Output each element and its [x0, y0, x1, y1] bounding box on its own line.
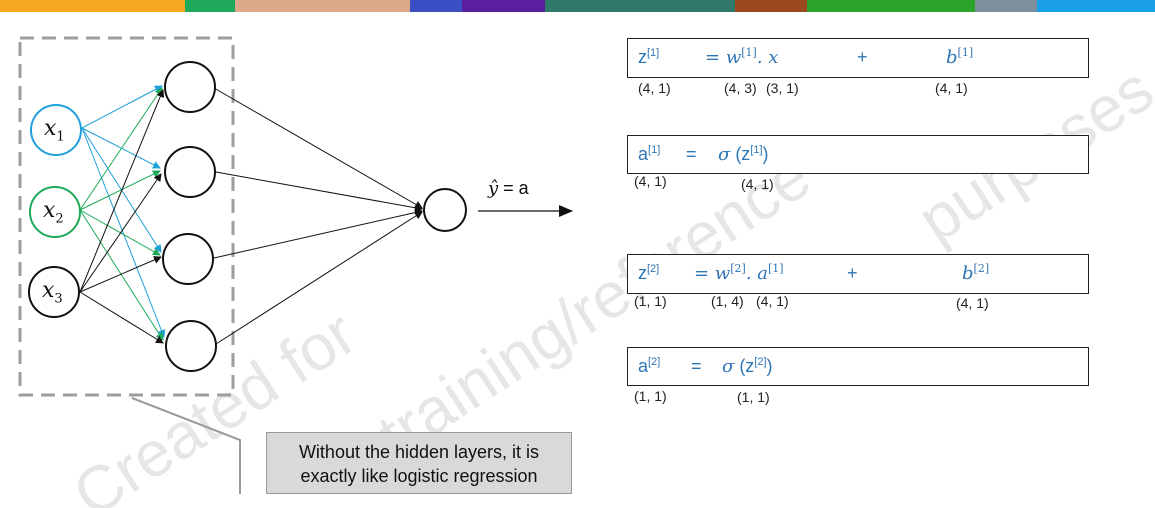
- input-hidden-edges: [79, 85, 166, 344]
- input-label-x3: x3: [42, 278, 63, 307]
- eq2-lhs: a[1]: [638, 144, 661, 164]
- eq4-equals: =: [691, 356, 702, 376]
- eq4-dim-arg: (1, 1): [737, 389, 770, 405]
- input-node-x1: [30, 104, 82, 156]
- hidden-output-edges: [213, 87, 423, 345]
- input-label-x1: x1: [44, 116, 65, 145]
- output-node: [423, 188, 467, 232]
- color-bar-segment: [235, 0, 410, 12]
- color-bar-segment: [410, 0, 462, 12]
- equation-box-2: [627, 135, 1089, 174]
- eq3-dim-lhs: (1, 1): [634, 293, 667, 309]
- eq3-dim-w: (1, 4): [711, 293, 744, 309]
- input-node-x2: [29, 186, 81, 238]
- color-bar: [0, 0, 1155, 12]
- eq1-dim-x: (3, 1): [766, 80, 799, 96]
- eq1-dim-b: (4, 1): [935, 80, 968, 96]
- equation-box-4: [627, 347, 1089, 386]
- equation-box-1: [627, 38, 1089, 78]
- eq2-equals: =: [686, 144, 697, 164]
- eq3-dim-x: (4, 1): [756, 293, 789, 309]
- eq2-dim-arg: (4, 1): [741, 176, 774, 192]
- eq3-plus: +: [847, 263, 858, 283]
- callout-note-line-2: exactly like logistic regression: [300, 466, 538, 486]
- input-label-x2: x2: [43, 198, 64, 227]
- equation-box-3: [627, 254, 1089, 294]
- eq1-plus: +: [857, 47, 868, 67]
- hidden-node-4: [165, 320, 217, 372]
- eq1-dim-lhs: (4, 1): [638, 80, 671, 96]
- eq1-bias: b[1]: [946, 46, 974, 68]
- eq3-bias: b[2]: [962, 262, 990, 284]
- callout-note-line-1: Without the hidden layers, it is: [298, 442, 540, 462]
- color-bar-segment: [545, 0, 735, 12]
- eq3-lhs: z[2]: [638, 263, 660, 283]
- color-bar-segment: [735, 0, 807, 12]
- hidden-node-2: [164, 146, 216, 198]
- callout-note: Without the hidden layers, it is exactly…: [266, 432, 572, 494]
- eq4-dim-lhs: (1, 1): [634, 388, 667, 404]
- color-bar-segment: [807, 0, 975, 12]
- eq2-dim-lhs: (4, 1): [634, 173, 667, 189]
- eq4-rhs: σ (z[2]): [722, 356, 773, 377]
- eq1-dim-w: (4, 3): [724, 80, 757, 96]
- output-label: ŷ = a: [488, 178, 529, 199]
- hidden-node-1: [164, 61, 216, 113]
- color-bar-segment: [1037, 0, 1155, 12]
- eq4-lhs: a[2]: [638, 356, 661, 376]
- eq3-rhs: = w[2]. a[1]: [694, 262, 784, 284]
- color-bar-segment: [185, 0, 235, 12]
- color-bar-segment: [0, 0, 185, 12]
- eq1-rhs: = w[1]. x: [705, 46, 779, 68]
- callout-connector: [131, 397, 241, 494]
- eq1-lhs: z[1]: [638, 47, 660, 67]
- hidden-node-3: [162, 233, 214, 285]
- color-bar-segment: [975, 0, 1037, 12]
- color-bar-segment: [462, 0, 545, 12]
- input-node-x3: [28, 266, 80, 318]
- eq2-rhs: σ (z[1]): [718, 144, 769, 165]
- eq3-dim-b: (4, 1): [956, 295, 989, 311]
